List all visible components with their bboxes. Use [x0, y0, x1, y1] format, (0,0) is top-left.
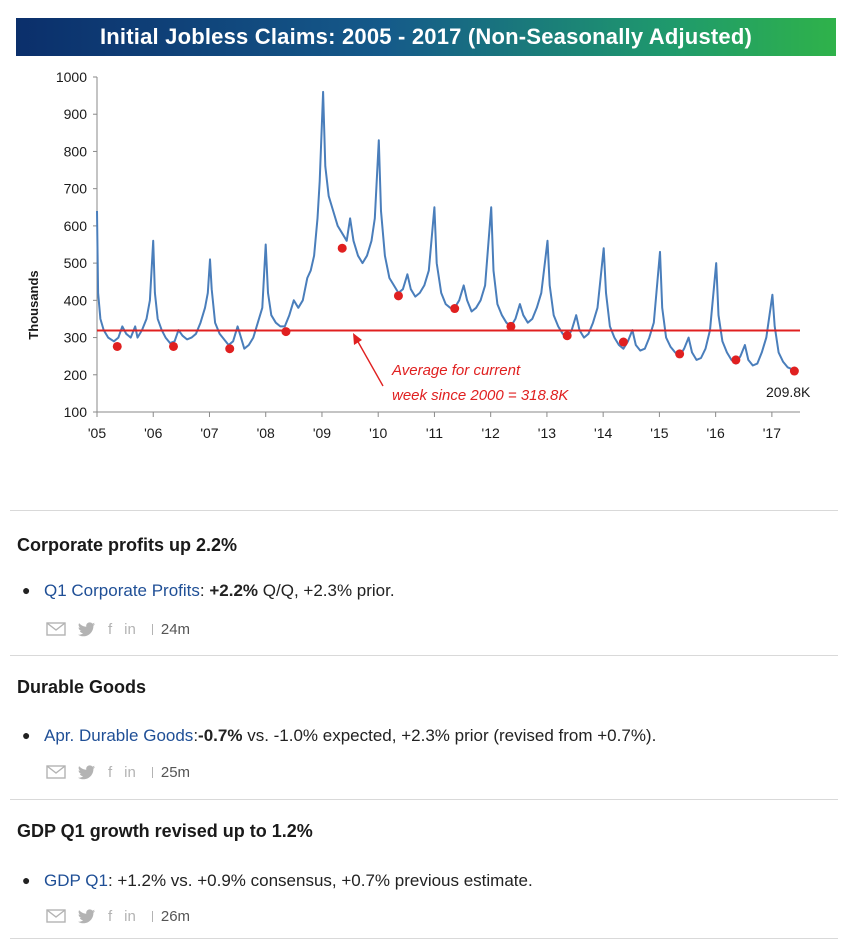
news-link[interactable]: Apr. Durable Goods: [44, 726, 194, 745]
facebook-icon[interactable]: f: [108, 907, 113, 925]
news-detail: Q/Q, +2.3% prior.: [258, 581, 395, 600]
x-tick-label: '11: [426, 425, 443, 441]
weekly-marker: [675, 349, 685, 359]
last-value-label: 209.8K: [766, 384, 811, 400]
average-annotation-line1: Average for current: [391, 362, 521, 379]
twitter-icon[interactable]: [78, 908, 96, 924]
series-line: [96, 90, 796, 372]
x-tick-label: '15: [650, 425, 668, 441]
annotation-arrowhead: [353, 333, 362, 345]
x-tick-label: '16: [707, 425, 725, 441]
x-tick-label: '09: [313, 425, 331, 441]
news-title: Durable Goods: [17, 677, 147, 697]
news-detail: +1.2% vs. +0.9% consensus, +0.7% previou…: [117, 871, 533, 890]
y-tick-label: 300: [64, 330, 88, 346]
bullet: ●: [22, 727, 31, 743]
x-tick-label: '10: [369, 425, 387, 441]
y-tick-label: 200: [64, 367, 88, 383]
x-tick-label: '12: [482, 425, 500, 441]
twitter-icon[interactable]: [78, 621, 96, 637]
linkedin-icon[interactable]: in: [124, 907, 136, 925]
x-tick-label: '07: [200, 425, 218, 441]
envelope-icon[interactable]: [46, 765, 66, 779]
news-value: -0.7%: [198, 726, 243, 745]
bullet: ●: [22, 582, 31, 598]
y-axis-label: Thousands: [26, 270, 41, 339]
y-tick-label: 700: [64, 181, 88, 197]
divider: [10, 799, 838, 800]
linkedin-icon[interactable]: in: [124, 763, 136, 781]
news-item: ● Apr. Durable Goods:-0.7% vs. -1.0% expe…: [22, 726, 656, 746]
weekly-marker: [281, 327, 291, 337]
y-tick-label: 600: [64, 218, 88, 234]
news-link[interactable]: Q1 Corporate Profits: [44, 581, 200, 600]
y-tick-label: 1000: [56, 69, 87, 85]
weekly-marker: [393, 291, 403, 301]
jobless-claims-chart: Thousands 100 200 300 400 500 600 700 800 900 100…: [26, 69, 811, 441]
facebook-icon[interactable]: f: [108, 763, 113, 781]
news-separator: :: [199, 581, 210, 600]
weekly-marker: [731, 355, 741, 365]
share-separator: [151, 623, 153, 635]
y-tick-label: 400: [64, 292, 88, 308]
x-tick-label: '05: [88, 425, 106, 441]
timestamp: 25m: [160, 763, 191, 781]
weekly-marker: [506, 321, 516, 331]
y-tick-label: 800: [64, 143, 88, 159]
x-tick-label: '08: [257, 425, 275, 441]
facebook-icon[interactable]: f: [108, 620, 113, 638]
y-tick-label: 500: [64, 255, 88, 271]
news-item: ● GDP Q1: +1.2% vs. +0.9% consensus, +0.7…: [22, 871, 533, 891]
news-value: +2.2%: [209, 581, 259, 600]
share-row: f in 26m: [46, 906, 190, 926]
news-item: ● Q1 Corporate Profits: +2.2% Q/Q, +2.3% …: [22, 581, 395, 601]
weekly-marker: [450, 304, 460, 314]
bullet: ●: [22, 872, 31, 888]
weekly-marker: [618, 337, 628, 347]
linkedin-icon[interactable]: in: [124, 620, 136, 638]
x-tick-label: '06: [144, 425, 162, 441]
news-link[interactable]: GDP Q1: [44, 871, 108, 890]
weekly-marker: [168, 341, 178, 351]
timestamp: 26m: [160, 907, 191, 925]
weekly-marker: [789, 366, 799, 376]
news-title: GDP Q1 growth revised up to 1.2%: [17, 821, 313, 841]
divider: [10, 655, 838, 656]
y-tick-label: 900: [64, 106, 88, 122]
share-row: f in 25m: [46, 762, 190, 782]
weekly-marker: [225, 344, 235, 354]
envelope-icon[interactable]: [46, 622, 66, 636]
timestamp: 24m: [160, 620, 191, 638]
y-tick-label: 100: [64, 404, 88, 420]
news-detail: vs. -1.0% expected, +2.3% prior (revised…: [242, 726, 657, 745]
weekly-marker: [337, 243, 347, 253]
news-title: Corporate profits up 2.2%: [17, 535, 238, 555]
annotation-arrow: [356, 339, 384, 387]
share-row: f in 24m: [46, 619, 190, 639]
divider: [10, 510, 838, 511]
chart-title: Initial Jobless Claims: 2005 - 2017 (Non…: [16, 18, 836, 56]
divider: [10, 938, 838, 939]
share-separator: [151, 766, 153, 778]
envelope-icon[interactable]: [46, 909, 66, 923]
weekly-marker: [112, 341, 122, 351]
weekly-marker: [562, 331, 572, 341]
twitter-icon[interactable]: [78, 764, 96, 780]
news-separator: :: [193, 726, 199, 745]
average-annotation-line2: week since 2000 = 318.8K: [392, 387, 569, 404]
x-tick-label: '14: [594, 425, 612, 441]
share-separator: [151, 910, 153, 922]
x-tick-label: '13: [538, 425, 556, 441]
news-separator: :: [107, 871, 118, 890]
x-tick-label: '17: [763, 425, 781, 441]
